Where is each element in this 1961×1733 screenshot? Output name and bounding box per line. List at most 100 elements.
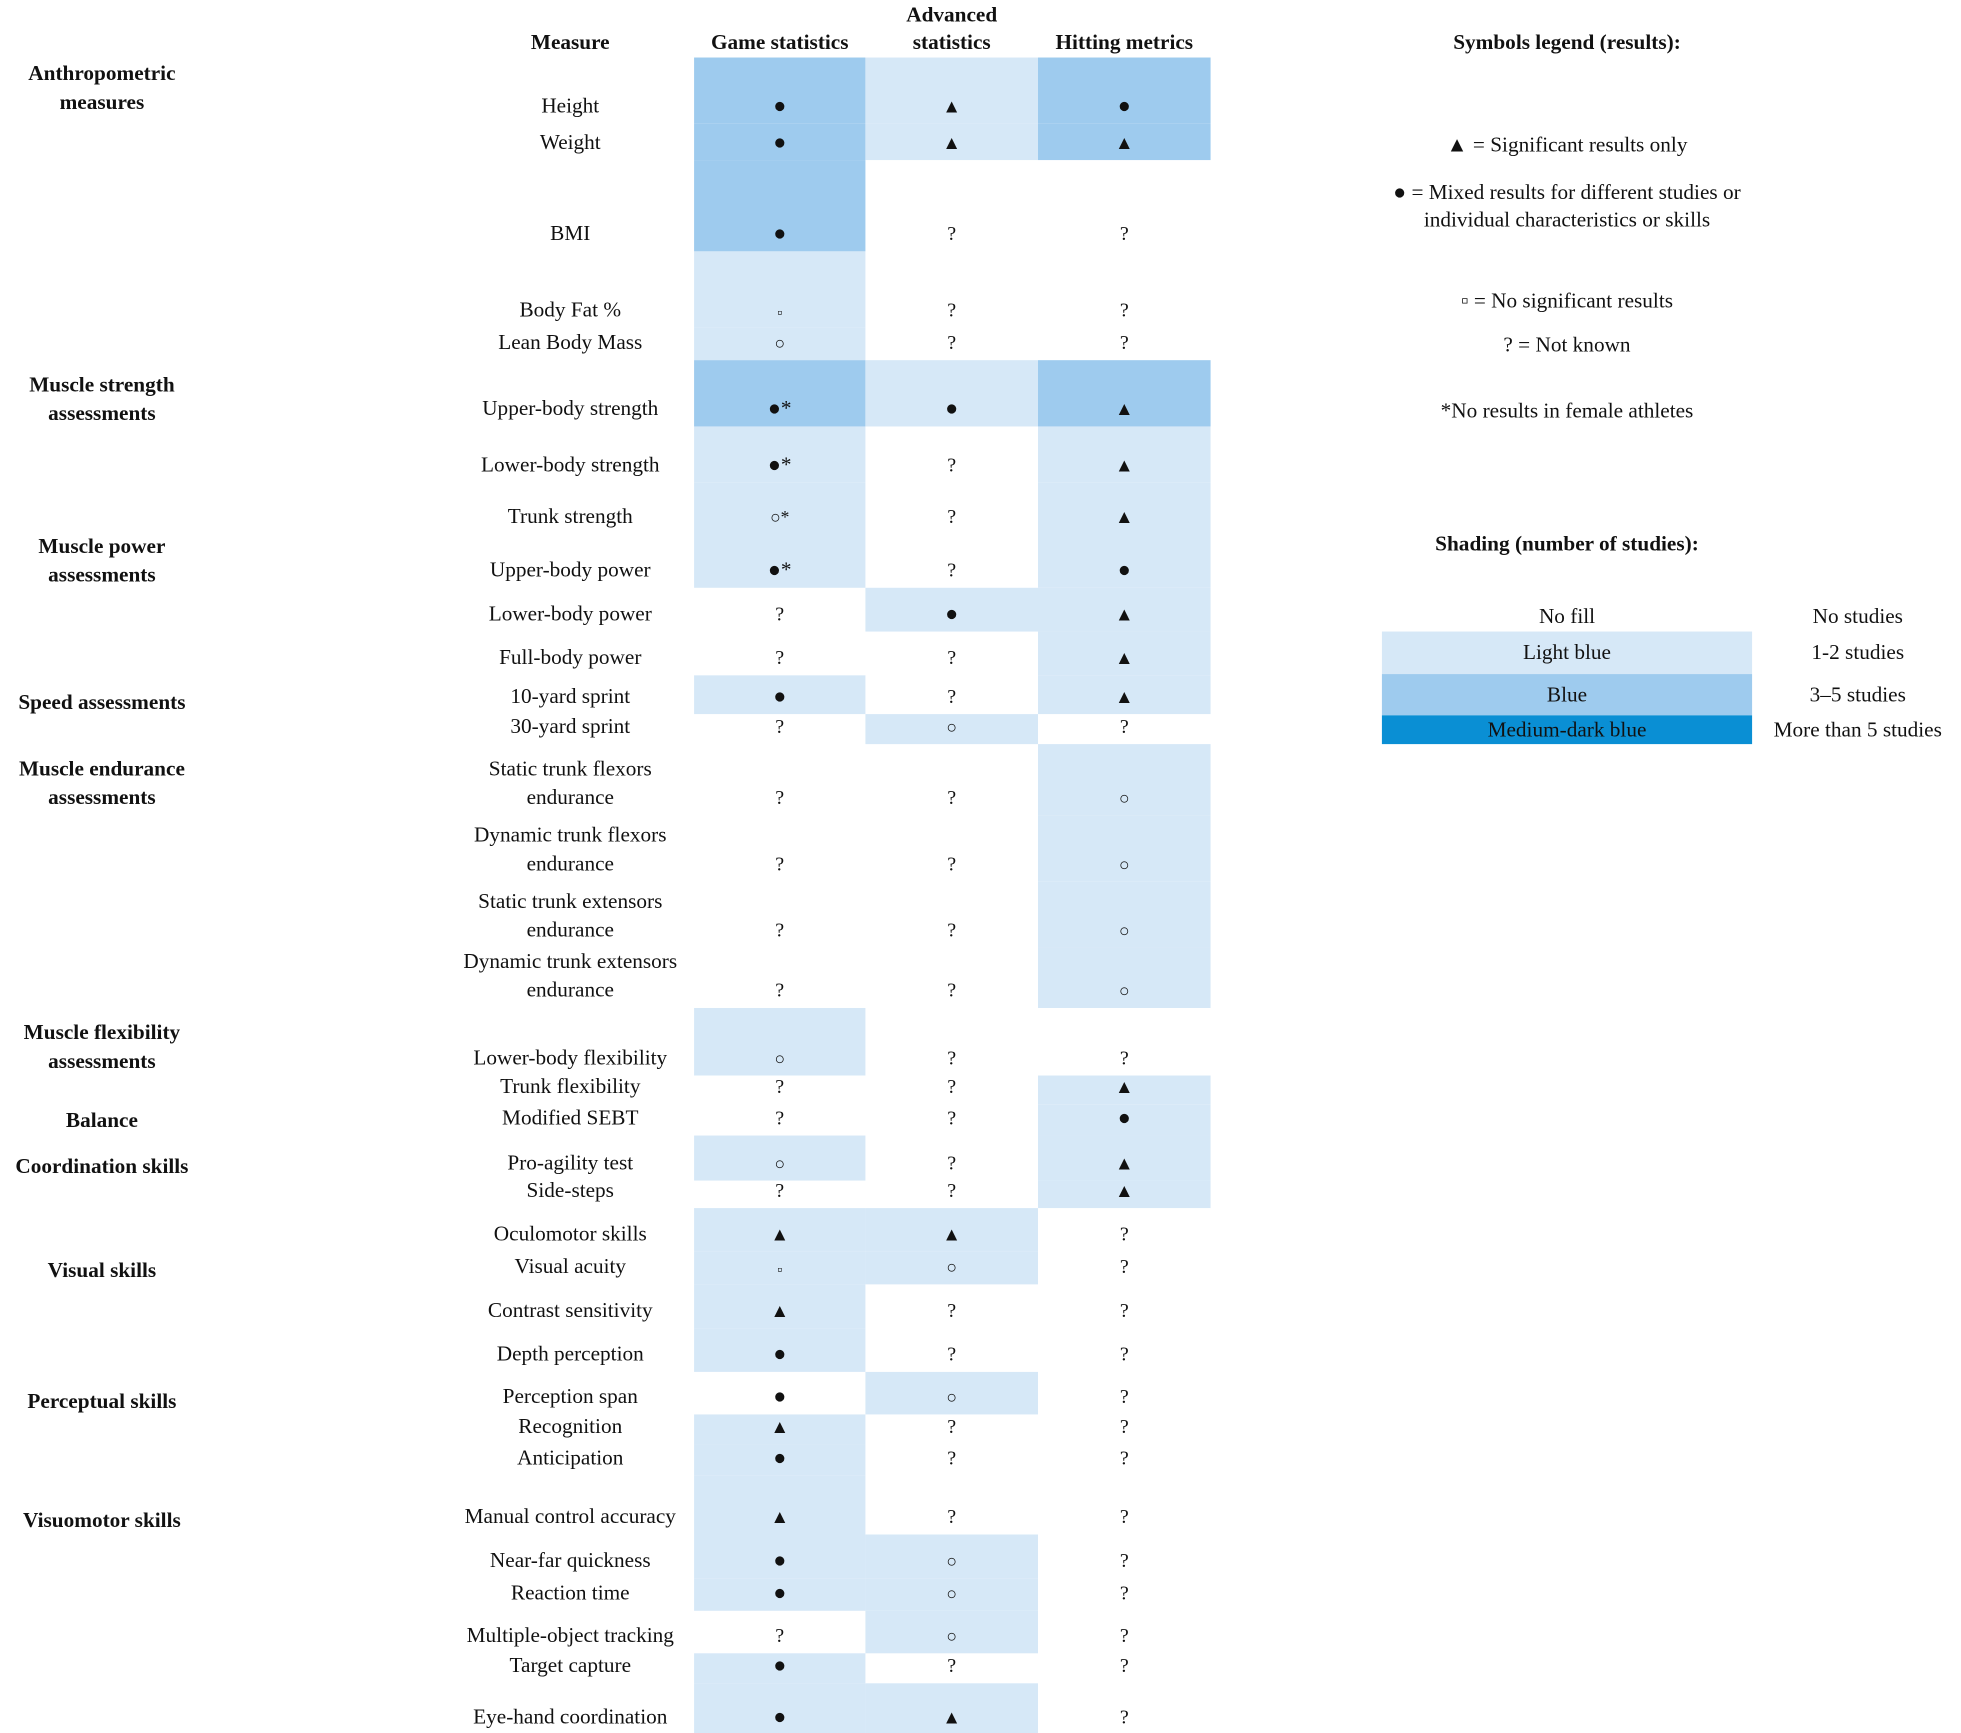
game-result-symbol: ▫ (777, 1260, 783, 1279)
advanced-cell: ? (865, 882, 1038, 948)
measure-label: Body Fat % (519, 297, 622, 322)
advanced-result-symbol: ? (947, 1655, 957, 1678)
advanced-result-symbol: ▲ (942, 1225, 961, 1246)
category-muscle-power: Muscle power assessments (38, 534, 166, 587)
hitting-result-symbol: ? (1119, 1256, 1129, 1279)
measure-label: Lower-body strength (481, 452, 660, 477)
category-perceptual: Perceptual skills (27, 1388, 177, 1413)
measure-label: Modified SEBT (502, 1105, 639, 1130)
game-cell: ● (694, 1578, 866, 1611)
game-result-symbol: ○* (770, 508, 790, 528)
measure-label: Weight (539, 130, 601, 154)
advanced-cell: ? (865, 1008, 1038, 1076)
game-cell: ? (694, 744, 865, 815)
hitting-cell: ? (1038, 160, 1211, 251)
hitting-result-symbol: ▲ (1114, 649, 1134, 670)
advanced-cell: ? (865, 632, 1038, 676)
advanced-result-symbol: ○ (946, 719, 958, 738)
advanced-result-symbol: ? (947, 920, 957, 942)
advanced-result-symbol: ○ (946, 1628, 958, 1648)
measure-label: Lean Body Mass (498, 330, 643, 354)
game-result-symbol: ● (773, 1384, 787, 1409)
advanced-result-symbol: ? (947, 560, 957, 582)
measure-label: Static trunk extensors endurance (478, 889, 663, 942)
game-cell: ●* (694, 360, 866, 427)
hitting-result-symbol: ? (1119, 1416, 1129, 1439)
hitting-result-symbol: ▲ (1114, 1078, 1134, 1099)
game-cell: ▲ (694, 1208, 866, 1252)
hitting-cell: ▲ (1037, 1075, 1211, 1105)
advanced-result-symbol: ? (947, 1448, 957, 1470)
advanced-result-symbol: ? (947, 1076, 957, 1099)
game-result-symbol: ●* (768, 452, 792, 477)
hitting-result-symbol: ● (1117, 1105, 1131, 1130)
hitting-result-symbol: ? (1119, 1550, 1129, 1573)
game-result-symbol: ● (773, 1653, 787, 1678)
hitting-cell: ? (1038, 1611, 1211, 1654)
advanced-result-symbol: ? (947, 506, 957, 528)
category-speed: Speed assessments (18, 689, 186, 714)
hitting-cell: ▲ (1037, 587, 1211, 632)
hitting-cell: ▲ (1037, 426, 1211, 483)
advanced-result-symbol: ▲ (942, 133, 961, 154)
measure-label: Upper-body strength (482, 396, 659, 421)
game-cell: ● (694, 1444, 866, 1476)
hitting-result-symbol: ○ (1118, 856, 1130, 876)
game-cell: ● (694, 57, 866, 124)
game-cell: ? (694, 1104, 865, 1135)
advanced-cell: ? (865, 1414, 1038, 1444)
game-result-symbol: ▫ (777, 303, 783, 322)
hitting-cell: ▲ (1037, 482, 1211, 535)
advanced-cell: ? (865, 1076, 1038, 1105)
advanced-result-symbol: ? (947, 1344, 957, 1366)
hitting-cell: ? (1038, 328, 1211, 361)
game-cell: ○ (694, 327, 866, 361)
hitting-cell: ▲ (1037, 675, 1211, 715)
measure-label: Oculomotor skills (493, 1221, 647, 1246)
hitting-cell: ? (1038, 1284, 1211, 1328)
advanced-result-symbol: ? (947, 1048, 957, 1070)
game-cell: ? (694, 1076, 865, 1105)
game-cell: ○* (694, 482, 866, 535)
category-coordination: Coordination skills (15, 1153, 189, 1178)
measure-label: Trunk flexibility (500, 1074, 641, 1099)
advanced-cell: ○ (865, 1251, 1038, 1285)
game-cell: ○ (694, 1007, 866, 1076)
measure-label: Pro-agility test (507, 1150, 634, 1175)
hitting-cell: ? (1038, 1653, 1211, 1683)
category-muscle-endurance: Muscle endurance assessments (18, 756, 185, 810)
advanced-cell: ? (865, 675, 1038, 714)
hitting-result-symbol: ? (1119, 1655, 1129, 1678)
advanced-result-symbol: ● (945, 601, 959, 626)
advanced-result-symbol: ? (947, 223, 957, 246)
hitting-result-symbol: ? (1119, 300, 1129, 322)
advanced-cell: ? (865, 1181, 1038, 1209)
category-visual: Visual skills (47, 1257, 157, 1282)
game-result-symbol: ? (775, 787, 785, 810)
advanced-result-symbol: ● (945, 396, 959, 421)
advanced-result-symbol: ▲ (942, 97, 961, 118)
hitting-cell: ? (1038, 1008, 1211, 1076)
game-cell: ▲ (694, 1284, 866, 1329)
game-result-symbol: ● (773, 130, 787, 154)
game-result-symbol: ▲ (770, 1508, 790, 1529)
game-result-symbol: ? (775, 1180, 785, 1202)
advanced-cell: ○ (865, 1578, 1038, 1611)
hitting-result-symbol: ▲ (1114, 687, 1134, 708)
game-result-symbol: ● (773, 1341, 787, 1366)
header-hitting-metrics: Hitting metrics (1055, 30, 1194, 54)
measure-label: 30-yard sprint (510, 714, 631, 738)
hitting-result-symbol: ▲ (1114, 400, 1134, 421)
game-cell: ● (694, 1328, 866, 1372)
measure-label: Visual acuity (514, 1254, 627, 1279)
game-cell: ? (694, 882, 865, 948)
category-anthropometric: Anthropometric measures (28, 61, 176, 114)
hitting-cell: ▲ (1037, 360, 1211, 427)
advanced-result-symbol: ? (947, 300, 957, 322)
hitting-result-symbol: ? (1119, 1583, 1129, 1605)
hitting-cell: ? (1038, 1534, 1211, 1578)
advanced-cell: ○ (865, 1534, 1038, 1579)
advanced-cell: ? (865, 1284, 1038, 1328)
game-cell: ? (694, 588, 865, 632)
